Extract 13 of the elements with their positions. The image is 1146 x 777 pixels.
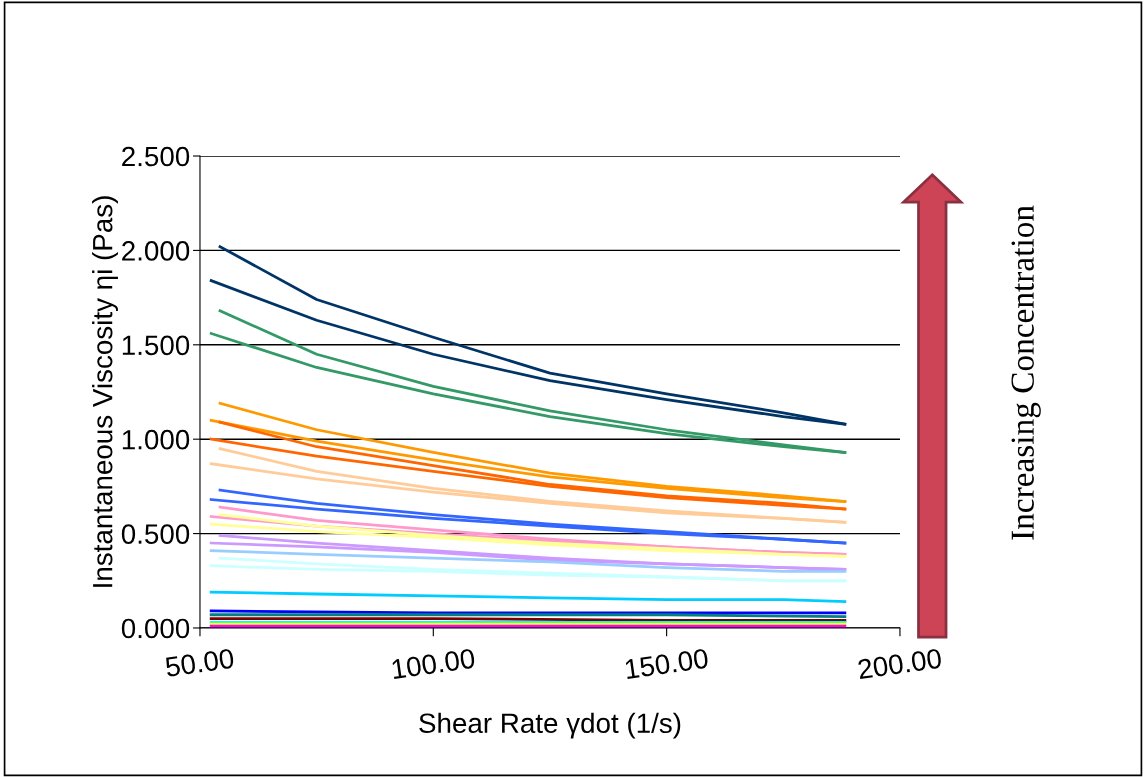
text: Increasing Concentration (1011, 205, 1041, 540)
x-tick-label: 200.00 (857, 648, 942, 680)
x-tick-label: 50.00 (164, 648, 235, 678)
x-axis-title: Shear Rate γdot (1/s) (419, 712, 681, 739)
y-tick-label: 0.000 (121, 618, 190, 639)
y-tick-label: 0.500 (121, 524, 190, 544)
y-tick-label: 1.500 (122, 335, 190, 356)
y-tick-label: 2.500 (122, 146, 190, 167)
x-tick-label: 100.00 (391, 648, 476, 680)
y-axis-title: Instantaneous Viscosity ηi (Pas) (92, 196, 118, 587)
y-tick-label: 2.000 (122, 241, 190, 261)
x-tick-label: 150.00 (624, 648, 709, 680)
y-tick-label: 1.000 (122, 429, 190, 450)
